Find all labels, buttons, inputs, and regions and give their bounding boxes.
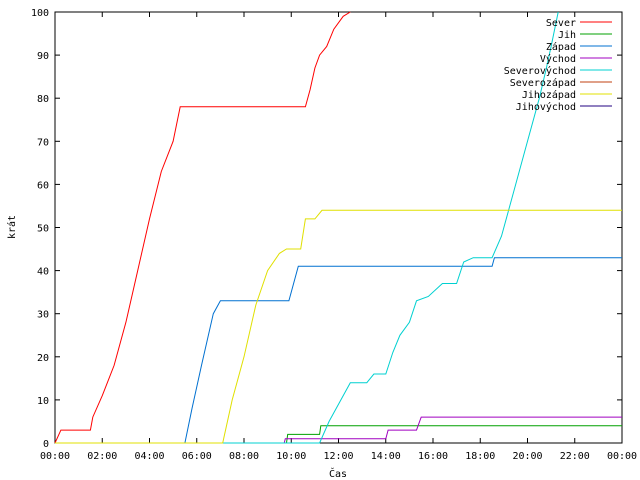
legend: SeverJihZápadVýchodSeverovýchodSeverozáp… [504, 18, 612, 113]
y-tick-label: 30 [37, 310, 49, 321]
series-line-4 [55, 416, 622, 444]
legend-label: Severovýchod [504, 65, 576, 77]
x-tick-label: 04:00 [134, 451, 164, 462]
x-tick-label: 08:00 [229, 451, 259, 462]
legend-label: Jihovýchod [516, 101, 576, 113]
y-tick-label: 50 [37, 224, 49, 235]
y-tick-label: 100 [31, 8, 49, 19]
series-line-1 [54, 11, 351, 444]
legend-label: Západ [546, 41, 576, 53]
series-line-3 [55, 257, 622, 444]
x-tick-label: 22:00 [560, 451, 590, 462]
x-axis-ticks: 00:00 02:00 04:00 06:00 08:00 10:00 12:00 14:00… [40, 12, 637, 462]
x-tick-label: 18:00 [465, 451, 495, 462]
legend-label: Sever [546, 18, 576, 29]
series-line-5 [55, 11, 559, 444]
y-tick-label: 40 [37, 267, 49, 278]
x-axis-label: Čas [329, 467, 347, 480]
y-axis-label: krát [6, 215, 18, 239]
y-tick-label: 10 [37, 396, 49, 407]
x-tick-label: 20:00 [512, 451, 542, 462]
x-tick-label: 02:00 [87, 451, 117, 462]
y-tick-label: 90 [37, 51, 49, 62]
y-tick-label: 0 [43, 439, 49, 450]
x-tick-label: 00:00 [607, 451, 637, 462]
legend-label: Jih [558, 30, 576, 41]
legend-label: Východ [540, 53, 576, 65]
legend-label: Jihozápad [522, 89, 576, 101]
series-line-7 [55, 209, 622, 444]
y-tick-label: 60 [37, 180, 49, 191]
legend-label: Severozápad [510, 77, 576, 89]
x-tick-label: 12:00 [323, 451, 353, 462]
x-tick-label: 16:00 [418, 451, 448, 462]
x-tick-label: 14:00 [371, 451, 401, 462]
x-tick-label: 10:00 [276, 451, 306, 462]
series-lines [54, 11, 622, 444]
y-tick-label: 20 [37, 353, 49, 364]
x-tick-label: 06:00 [182, 451, 212, 462]
y-tick-label: 70 [37, 137, 49, 148]
y-tick-label: 80 [37, 94, 49, 105]
x-tick-label: 00:00 [40, 451, 70, 462]
y-axis-ticks: 0 10 20 30 40 50 60 70 80 90 100 [31, 8, 622, 450]
